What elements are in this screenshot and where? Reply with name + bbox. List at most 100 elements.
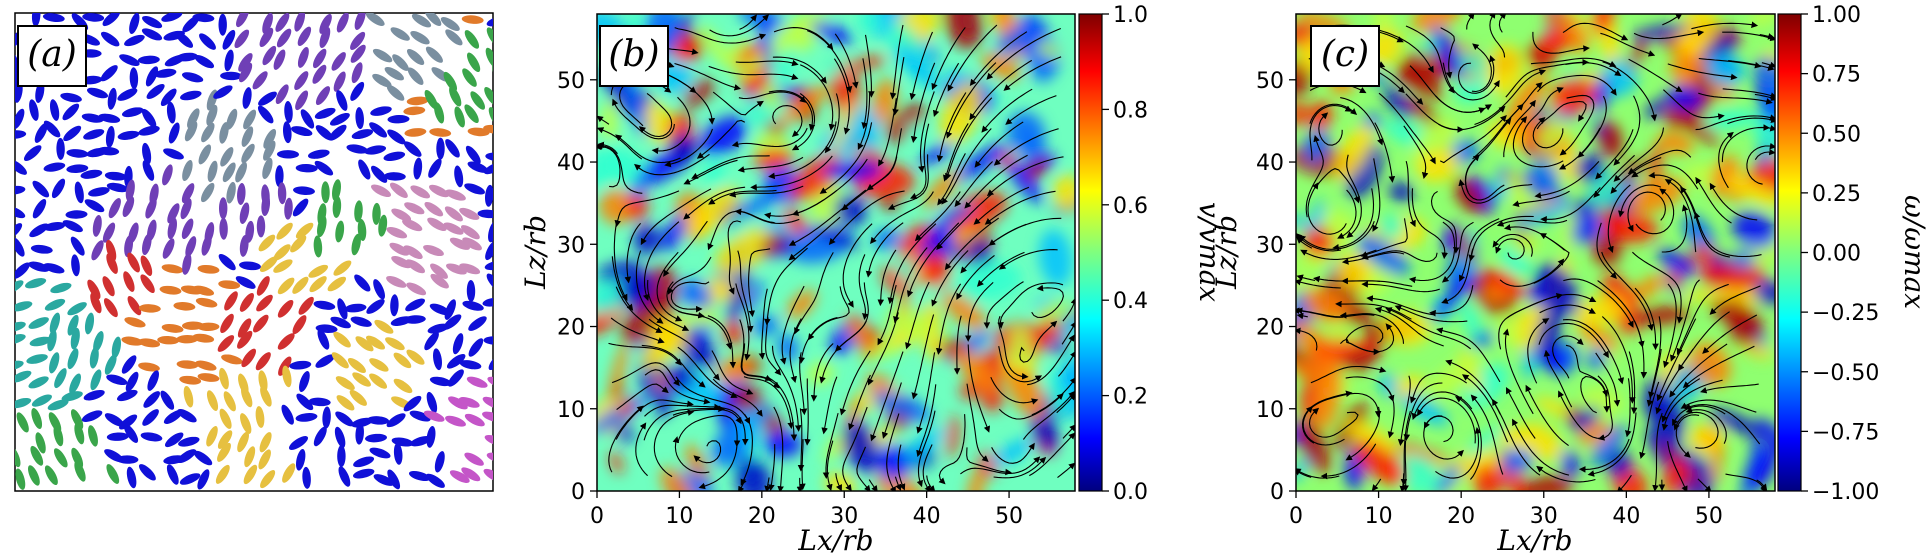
streamline (1019, 320, 1058, 363)
particle (157, 335, 180, 345)
field-patch (947, 191, 1008, 231)
streamline (1693, 211, 1762, 258)
particle (25, 278, 47, 289)
streamline (735, 59, 799, 67)
streamline (1374, 122, 1396, 183)
streamline (1700, 383, 1759, 394)
particle (405, 298, 426, 312)
streamline (1031, 377, 1075, 416)
particle (365, 433, 387, 443)
particle (90, 369, 102, 391)
particle (50, 282, 72, 294)
particle (277, 299, 294, 318)
particle (219, 408, 232, 429)
particle (486, 15, 493, 27)
particle (30, 244, 53, 254)
particle (424, 202, 444, 217)
particle (29, 223, 49, 238)
streamline (1718, 131, 1734, 189)
particle (460, 225, 480, 240)
field-patch (1574, 295, 1626, 327)
streamline (1669, 343, 1728, 398)
particle (161, 264, 184, 274)
streamline (615, 286, 663, 333)
field-patch (661, 215, 687, 251)
streamline (1633, 29, 1705, 40)
streamline (1439, 115, 1507, 164)
streamline (1441, 221, 1474, 283)
particle (15, 446, 21, 468)
y-tick-label: 50 (1256, 69, 1284, 94)
streamline (1613, 95, 1641, 166)
panel-c-colorbar-label: ω/ωmax (1898, 195, 1926, 309)
particle (392, 54, 409, 71)
field-patch (1472, 464, 1505, 491)
colorbar-tick-label: 0.0 (1113, 480, 1148, 505)
streamline (1527, 318, 1550, 384)
particle (124, 317, 146, 328)
particle (49, 312, 61, 334)
streamline (612, 98, 675, 140)
field-patch (1378, 372, 1398, 399)
streamline (1471, 43, 1492, 93)
streamline (1061, 321, 1075, 345)
particle (466, 376, 488, 388)
streamline (1667, 441, 1688, 491)
particle (226, 108, 238, 130)
particle (80, 169, 103, 179)
y-tick-label: 20 (557, 316, 585, 341)
particle (263, 140, 276, 161)
particle (426, 426, 436, 448)
particle (259, 432, 272, 453)
particle (32, 199, 47, 219)
streamline (1595, 352, 1621, 407)
colorbar-tick-label: 0.00 (1812, 242, 1861, 267)
streamline (1627, 191, 1666, 233)
colorbar-tick-label: 1.00 (1812, 3, 1861, 28)
particle (63, 125, 82, 142)
streamline (1022, 390, 1075, 440)
streamline (909, 31, 934, 101)
particle (335, 376, 355, 391)
particle (255, 406, 265, 428)
particle (389, 242, 410, 256)
streamline (1505, 386, 1536, 439)
streamline (864, 34, 875, 98)
field-patch (956, 143, 1007, 181)
particle (237, 330, 253, 349)
particle (242, 87, 252, 109)
streamline (675, 376, 751, 425)
streamline (877, 284, 897, 346)
streamline (1625, 378, 1632, 438)
streamline (1676, 283, 1729, 356)
particle (146, 83, 165, 100)
particle (444, 206, 463, 222)
panel-b-label: (b) (608, 34, 659, 75)
streamline (758, 288, 768, 360)
streamline (1296, 468, 1340, 479)
particle (28, 261, 50, 272)
field-patch (716, 355, 755, 384)
particle (486, 27, 493, 47)
particle (193, 450, 213, 466)
streamline (1680, 399, 1757, 413)
streamline (828, 190, 905, 246)
particle (332, 179, 341, 201)
field-patch (624, 73, 648, 137)
streamline (1661, 378, 1701, 423)
streamline (916, 410, 936, 488)
particle (200, 182, 215, 203)
streamline (826, 440, 834, 491)
streamline (936, 193, 993, 250)
particle (488, 352, 493, 371)
particle (393, 378, 413, 394)
particle (488, 107, 493, 127)
field-patch (1391, 443, 1450, 463)
streamline (848, 374, 871, 431)
panel-b-colorbar (1078, 13, 1103, 492)
particle (142, 233, 152, 256)
streamline (1430, 190, 1460, 254)
particle (319, 13, 332, 34)
particle (117, 130, 140, 140)
particle (244, 446, 256, 468)
